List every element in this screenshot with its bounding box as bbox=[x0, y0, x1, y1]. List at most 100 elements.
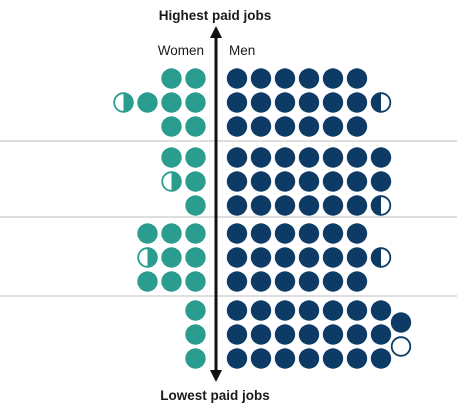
women-dot bbox=[185, 147, 206, 168]
men-dot bbox=[274, 348, 296, 369]
men-dot bbox=[370, 348, 392, 369]
men-dot bbox=[322, 324, 344, 345]
men-dot bbox=[298, 147, 320, 168]
men-dot bbox=[274, 68, 296, 89]
men-extra-open-dot bbox=[390, 336, 412, 357]
men-dot bbox=[298, 171, 320, 192]
women-dot bbox=[161, 271, 182, 292]
men-dot bbox=[370, 300, 392, 321]
axis-arrow-down-icon bbox=[210, 370, 222, 382]
women-dot bbox=[137, 223, 158, 244]
women-dot bbox=[185, 324, 206, 345]
axis-top-label: Highest paid jobs bbox=[159, 8, 272, 23]
men-dot bbox=[346, 68, 368, 89]
axis-bottom-label: Lowest paid jobs bbox=[160, 388, 270, 403]
men-dot bbox=[346, 247, 368, 268]
men-dot bbox=[250, 147, 272, 168]
men-dot bbox=[274, 247, 296, 268]
men-dot bbox=[274, 171, 296, 192]
men-dot bbox=[370, 147, 392, 168]
men-dot bbox=[370, 324, 392, 345]
men-dot bbox=[298, 92, 320, 113]
men-dot bbox=[322, 271, 344, 292]
men-dot bbox=[250, 195, 272, 216]
women-dot bbox=[185, 300, 206, 321]
men-dot bbox=[250, 348, 272, 369]
men-dot bbox=[250, 271, 272, 292]
men-dot bbox=[250, 324, 272, 345]
men-dot bbox=[226, 247, 248, 268]
men-dot bbox=[298, 271, 320, 292]
men-dot bbox=[298, 116, 320, 137]
men-dot bbox=[322, 300, 344, 321]
men-dot bbox=[274, 324, 296, 345]
women-dot bbox=[185, 116, 206, 137]
men-dot bbox=[250, 92, 272, 113]
men-extra-dot bbox=[390, 312, 412, 333]
men-dot bbox=[250, 68, 272, 89]
men-dot bbox=[226, 116, 248, 137]
women-dot bbox=[161, 223, 182, 244]
women-dot bbox=[161, 247, 182, 268]
men-dot bbox=[322, 195, 344, 216]
men-dot bbox=[226, 92, 248, 113]
women-dot bbox=[161, 116, 182, 137]
men-dot bbox=[226, 223, 248, 244]
men-dot bbox=[226, 271, 248, 292]
men-dot bbox=[226, 68, 248, 89]
women-dot bbox=[161, 68, 182, 89]
men-dot bbox=[298, 348, 320, 369]
women-dot bbox=[185, 68, 206, 89]
men-dot bbox=[346, 116, 368, 137]
men-dot bbox=[322, 92, 344, 113]
men-dot bbox=[250, 116, 272, 137]
men-dot bbox=[298, 223, 320, 244]
men-dot bbox=[346, 147, 368, 168]
men-dot bbox=[298, 68, 320, 89]
men-dot bbox=[346, 324, 368, 345]
men-dot bbox=[274, 92, 296, 113]
men-dot bbox=[226, 171, 248, 192]
women-dot bbox=[185, 92, 206, 113]
women-dot bbox=[161, 147, 182, 168]
women-dot bbox=[185, 171, 206, 192]
men-dot bbox=[298, 247, 320, 268]
men-dot bbox=[274, 223, 296, 244]
men-dot bbox=[346, 300, 368, 321]
legend-women-label: Women bbox=[158, 43, 204, 58]
men-half-dot bbox=[370, 92, 392, 113]
men-dot bbox=[226, 300, 248, 321]
men-dot bbox=[346, 195, 368, 216]
women-half-dot bbox=[137, 247, 158, 268]
men-half-dot bbox=[370, 247, 392, 268]
men-dot bbox=[370, 171, 392, 192]
men-dot bbox=[298, 300, 320, 321]
men-dot bbox=[322, 68, 344, 89]
men-dot bbox=[226, 324, 248, 345]
pay-axis bbox=[210, 26, 222, 382]
men-dot bbox=[250, 223, 272, 244]
men-dot bbox=[226, 348, 248, 369]
women-dot bbox=[185, 247, 206, 268]
men-dot bbox=[298, 324, 320, 345]
men-dot bbox=[322, 147, 344, 168]
women-dot bbox=[185, 223, 206, 244]
dot-grid bbox=[113, 68, 412, 369]
men-dot bbox=[274, 271, 296, 292]
men-dot bbox=[322, 171, 344, 192]
women-dot bbox=[161, 92, 182, 113]
men-dot bbox=[322, 116, 344, 137]
women-dot bbox=[137, 92, 158, 113]
men-dot bbox=[274, 116, 296, 137]
men-half-dot bbox=[370, 195, 392, 216]
men-dot bbox=[274, 300, 296, 321]
legend-men-label: Men bbox=[229, 43, 255, 58]
men-dot bbox=[346, 92, 368, 113]
women-half-dot bbox=[113, 92, 134, 113]
men-dot bbox=[250, 247, 272, 268]
women-dot bbox=[185, 271, 206, 292]
women-dot bbox=[185, 195, 206, 216]
men-dot bbox=[226, 195, 248, 216]
women-dot bbox=[185, 348, 206, 369]
